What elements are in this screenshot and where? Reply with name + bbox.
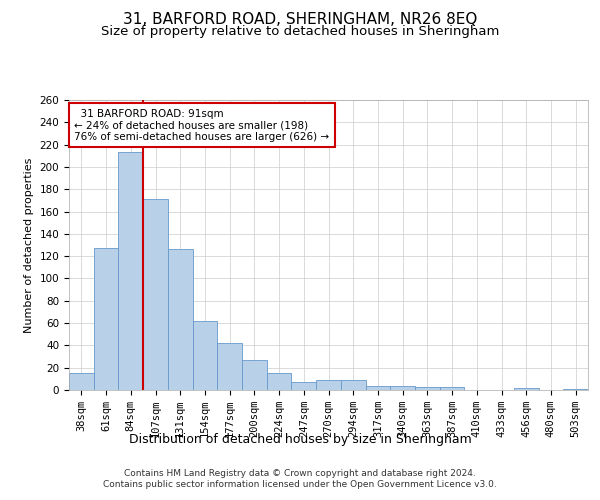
Bar [292,382,316,390]
Y-axis label: Number of detached properties: Number of detached properties [24,158,34,332]
Text: 31, BARFORD ROAD, SHERINGHAM, NR26 8EQ: 31, BARFORD ROAD, SHERINGHAM, NR26 8EQ [123,12,477,28]
Bar [168,250,193,390]
Bar [118,152,143,390]
Text: Distribution of detached houses by size in Sheringham: Distribution of detached houses by size … [128,432,472,446]
Bar [94,248,118,390]
Bar [341,380,365,390]
Bar [563,389,588,390]
Bar [514,388,539,390]
Bar [415,386,440,390]
Bar [143,200,168,390]
Text: 31 BARFORD ROAD: 91sqm  
← 24% of detached houses are smaller (198)
76% of semi-: 31 BARFORD ROAD: 91sqm ← 24% of detached… [74,108,329,142]
Bar [242,360,267,390]
Bar [365,386,390,390]
Bar [69,374,94,390]
Text: Contains HM Land Registry data © Crown copyright and database right 2024.: Contains HM Land Registry data © Crown c… [124,469,476,478]
Bar [440,386,464,390]
Bar [390,386,415,390]
Text: Contains public sector information licensed under the Open Government Licence v3: Contains public sector information licen… [103,480,497,489]
Bar [193,321,217,390]
Bar [267,374,292,390]
Bar [217,343,242,390]
Text: Size of property relative to detached houses in Sheringham: Size of property relative to detached ho… [101,25,499,38]
Bar [316,380,341,390]
